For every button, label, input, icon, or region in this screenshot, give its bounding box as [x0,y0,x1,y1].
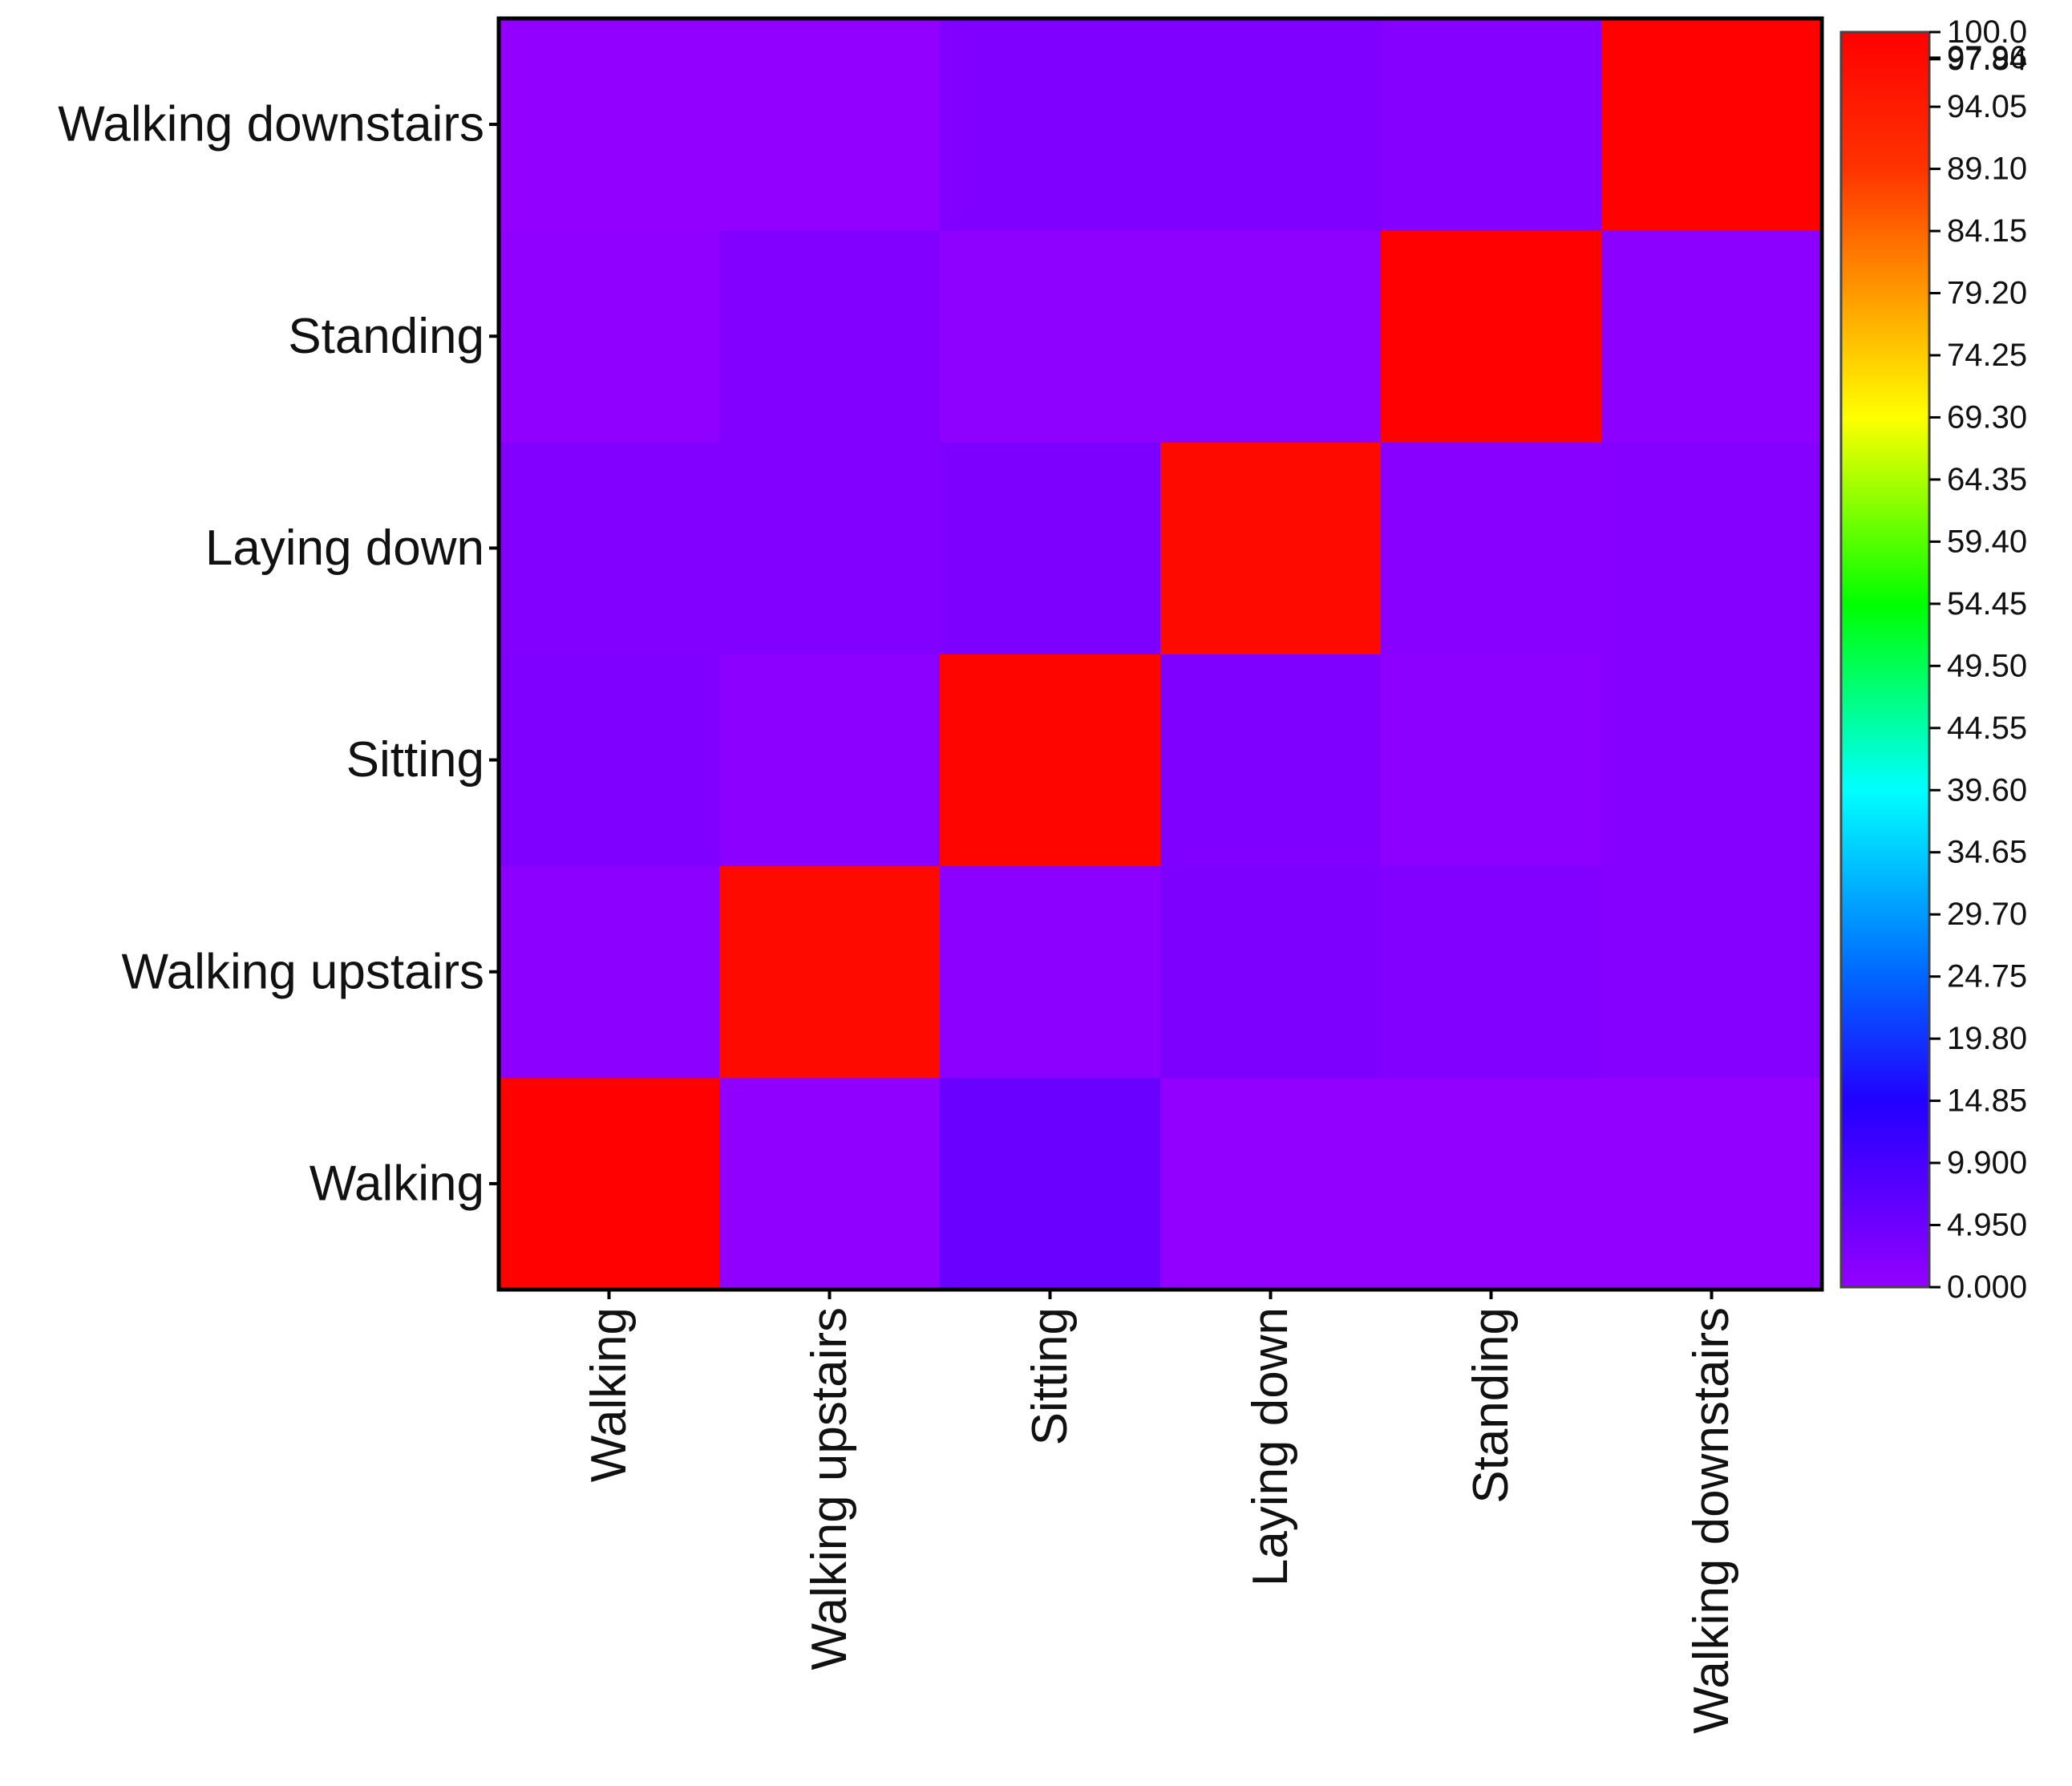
heatmap-cell [719,18,941,231]
heatmap-cell [499,865,720,1079]
x-tick-label: Laying down [1243,1307,1298,1586]
heatmap-cell [940,654,1161,867]
colorbar-tick-label: 39.60 [1947,772,2027,808]
heatmap-cell [1160,1077,1382,1290]
y-tick-label: Walking upstairs [121,944,484,999]
colorbar-tick-label: 79.20 [1947,276,2027,311]
y-tick-label: Standing [288,309,484,364]
colorbar-tick-label: 100.0 [1947,14,2027,50]
heatmap-cell [1160,230,1382,443]
heatmap-cell [1381,230,1602,443]
colorbar-tick-label: 34.65 [1947,835,2027,870]
heatmap-cell [1601,1077,1823,1290]
heatmap-cells [499,18,1823,1290]
y-axis: Walking Walking upstairs Sitting Laying dow… [58,97,499,1211]
x-tick-label: Walking [581,1307,637,1482]
heatmap-cell [1381,1077,1602,1290]
heatmap-cell [1160,18,1382,231]
colorbar-gradient [1839,30,1931,1289]
colorbar-tick-label: 59.40 [1947,524,2027,559]
y-tick-label: Walking downstairs [58,97,484,152]
heatmap-cell [499,18,720,231]
colorbar-tick-label: 89.10 [1947,152,2027,187]
heatmap-cell [499,1077,720,1290]
colorbar-tick-label: 64.35 [1947,462,2027,497]
heatmap-cell [1381,654,1602,867]
colorbar-tick-label: 44.55 [1947,711,2027,746]
heatmap-cell [719,230,941,443]
colorbar-tick-label: 97.84 [1947,42,2027,77]
heatmap-cell [1601,442,1823,654]
colorbar-tick-label: 94.05 [1947,89,2027,124]
heatmap-cell [940,865,1161,1079]
y-tick-label: Walking [310,1156,484,1211]
heatmap-cell [1381,442,1602,654]
plot-frame [496,16,1824,1292]
heatmap-cell [499,230,720,443]
x-tick-label: Walking downstairs [1684,1307,1739,1734]
heatmap-cell [1601,865,1823,1079]
heatmap-cell [1601,654,1823,867]
heatmap-cell [1601,18,1823,231]
colorbar-tick-label: 4.950 [1947,1208,2027,1243]
heatmap-cell [1160,442,1382,654]
y-tick-label: Laying down [205,520,484,576]
y-tick-label: Sitting [346,732,484,788]
colorbar-tick-label: 69.30 [1947,399,2027,435]
heatmap-cell [1160,654,1382,867]
colorbar-tick-label: 84.15 [1947,213,2027,249]
heatmap-cell [499,654,720,867]
colorbar-tick-label: 24.75 [1947,959,2027,994]
heatmap-cell [719,1077,941,1290]
colorbar-ticks: 0.000 4.950 9.900 14.85 19.80 24.75 29.70 34.65… [1929,14,2027,1305]
heatmap-cell [499,442,720,654]
heatmap-cell [940,18,1161,231]
x-tick-label: Walking upstairs [802,1307,857,1671]
heatmap-cell [719,865,941,1079]
colorbar-tick-label: 74.25 [1947,338,2027,373]
heatmap-cell [940,230,1161,443]
colorbar-tick-label: 0.000 [1947,1270,2027,1305]
heatmap-cell [1381,18,1602,231]
heatmap-cell [940,442,1161,654]
heatmap-cell [1381,865,1602,1079]
colorbar: 0.000 4.950 9.900 14.85 19.80 24.75 29.70 34.65… [1839,14,2027,1305]
heatmap-cell [940,1077,1161,1290]
colorbar-tick-label: 14.85 [1947,1083,2027,1119]
colorbar-tick-label: 49.50 [1947,648,2027,683]
heatmap-cell [719,442,941,654]
heatmap-cell [1160,865,1382,1079]
colorbar-tick-label: 29.70 [1947,897,2027,932]
x-tick-label: Sitting [1022,1307,1078,1445]
colorbar-tick-label: 19.80 [1947,1021,2027,1056]
x-axis: Walking Walking upstairs Sitting Laying dow… [581,1290,1739,1734]
colorbar-tick-label: 54.45 [1947,586,2027,622]
colorbar-tick-label: 97.96 [1947,40,2027,75]
heatmap-cell [719,654,941,867]
colorbar-tick-label: 9.900 [1947,1145,2027,1181]
x-tick-label: Standing [1463,1307,1519,1504]
heatmap-cell [1601,230,1823,443]
